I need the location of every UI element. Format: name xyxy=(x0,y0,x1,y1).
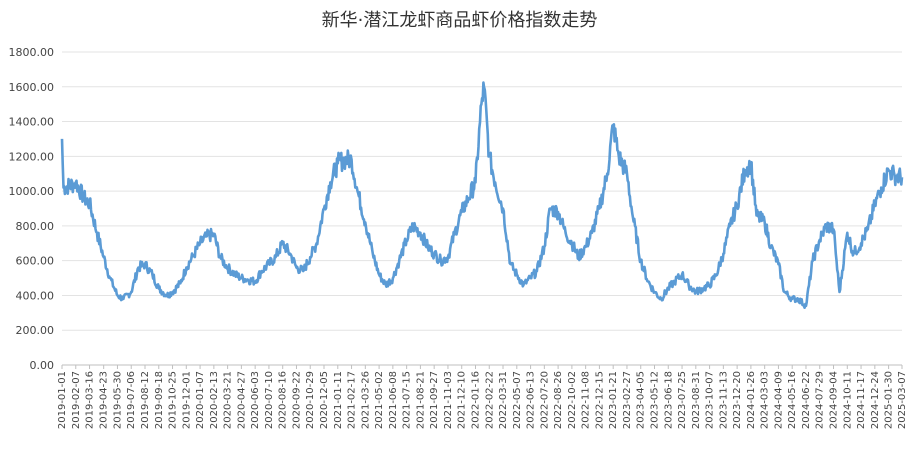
x-tick-label: 2023-05-12 xyxy=(650,371,661,429)
series-line xyxy=(60,81,904,309)
x-tick-label: 2022-10-02 xyxy=(567,371,578,429)
x-tick-label: 2025-01-30 xyxy=(884,371,895,429)
x-tick-label: 2020-06-03 xyxy=(250,371,261,429)
x-axis-ticks: 2019-01-01 2019-02-07 2019-03-16 2019-04-23… xyxy=(57,365,908,429)
x-tick-label: 2021-05-02 xyxy=(374,371,385,429)
y-tick-label: 0.00 xyxy=(30,359,55,372)
y-tick-label: 1800.00 xyxy=(9,46,55,59)
series-layer xyxy=(60,81,904,309)
x-tick-label: 2021-06-08 xyxy=(388,371,399,429)
x-tick-label: 2019-10-25 xyxy=(168,371,179,429)
x-tick-label: 2024-07-29 xyxy=(815,371,826,429)
x-tick-label: 2021-11-03 xyxy=(443,371,454,429)
x-tick-label: 2024-01-26 xyxy=(746,371,757,429)
x-tick-label: 2021-03-26 xyxy=(360,371,371,429)
x-tick-label: 2023-01-21 xyxy=(608,371,619,429)
x-tick-label: 2024-10-11 xyxy=(842,371,853,429)
y-tick-label: 400.00 xyxy=(16,289,55,302)
x-tick-label: 2022-06-13 xyxy=(526,371,537,429)
y-tick-label: 200.00 xyxy=(16,324,55,337)
x-tick-label: 2025-03-07 xyxy=(897,371,908,429)
x-tick-label: 2019-12-01 xyxy=(181,371,192,429)
y-tick-label: 1000.00 xyxy=(9,185,55,198)
x-tick-label: 2020-02-13 xyxy=(209,371,220,429)
y-tick-label: 1400.00 xyxy=(9,116,55,129)
x-tick-label: 2022-08-26 xyxy=(553,371,564,429)
y-tick-label: 600.00 xyxy=(16,255,55,268)
x-tick-label: 2021-08-21 xyxy=(415,371,426,429)
x-tick-label: 2023-12-20 xyxy=(732,371,743,429)
x-tick-label: 2024-06-22 xyxy=(801,371,812,429)
x-tick-label: 2022-11-08 xyxy=(581,371,592,429)
x-tick-label: 2020-01-07 xyxy=(195,371,206,429)
x-tick-label: 2019-08-12 xyxy=(140,371,151,429)
x-tick-label: 2023-04-05 xyxy=(636,371,647,429)
x-tick-label: 2023-07-25 xyxy=(677,371,688,429)
x-tick-label: 2022-01-16 xyxy=(470,371,481,429)
x-tick-label: 2020-03-21 xyxy=(223,371,234,429)
x-tick-label: 2019-09-18 xyxy=(154,371,165,429)
x-tick-label: 2021-01-11 xyxy=(333,371,344,429)
x-tick-label: 2024-04-09 xyxy=(773,371,784,429)
x-tick-label: 2019-05-30 xyxy=(112,371,123,429)
x-tick-label: 2019-02-07 xyxy=(71,371,82,429)
x-tick-label: 2024-05-16 xyxy=(787,371,798,429)
x-tick-label: 2021-02-17 xyxy=(347,371,358,429)
gridlines xyxy=(62,51,902,331)
x-tick-label: 2020-12-05 xyxy=(319,371,330,429)
x-tick-label: 2024-12-24 xyxy=(870,371,881,429)
y-tick-label: 800.00 xyxy=(16,220,55,233)
x-tick-label: 2022-02-22 xyxy=(484,371,495,429)
x-tick-label: 2019-03-16 xyxy=(85,371,96,429)
y-tick-label: 1200.00 xyxy=(9,150,55,163)
x-tick-label: 2022-03-31 xyxy=(498,371,509,429)
x-tick-label: 2021-09-27 xyxy=(429,371,440,429)
x-tick-label: 2024-09-04 xyxy=(829,371,840,429)
x-tick-label: 2020-07-10 xyxy=(264,371,275,429)
x-tick-label: 2019-07-06 xyxy=(126,371,137,429)
x-tick-label: 2023-10-07 xyxy=(705,371,716,429)
y-axis-ticks: 0.00 200.00 400.00 600.00 800.00 1000.00 1200.… xyxy=(9,46,55,372)
x-tick-label: 2020-08-16 xyxy=(278,371,289,429)
x-tick-label: 2023-08-31 xyxy=(691,371,702,429)
x-tick-label: 2021-07-15 xyxy=(402,371,413,429)
x-tick-label: 2020-09-22 xyxy=(291,371,302,429)
x-tick-label: 2023-06-18 xyxy=(663,371,674,429)
x-tick-label: 2019-04-23 xyxy=(99,371,110,429)
x-tick-label: 2020-10-29 xyxy=(305,371,316,429)
chart-title: 新华·潜江龙虾商品虾价格指数走势 xyxy=(322,10,598,31)
y-tick-label: 1600.00 xyxy=(9,81,55,94)
x-tick-label: 2023-02-27 xyxy=(622,371,633,429)
x-tick-label: 2023-11-13 xyxy=(718,371,729,429)
x-tick-label: 2024-11-17 xyxy=(856,371,867,429)
x-tick-label: 2019-01-01 xyxy=(57,371,68,429)
x-tick-label: 2024-03-03 xyxy=(760,371,771,429)
x-tick-label: 2020-04-27 xyxy=(236,371,247,429)
x-tick-label: 2022-05-07 xyxy=(512,371,523,429)
x-tick-label: 2022-12-15 xyxy=(594,371,605,429)
x-tick-label: 2021-12-10 xyxy=(457,371,468,429)
x-tick-label: 2022-07-20 xyxy=(539,371,550,429)
